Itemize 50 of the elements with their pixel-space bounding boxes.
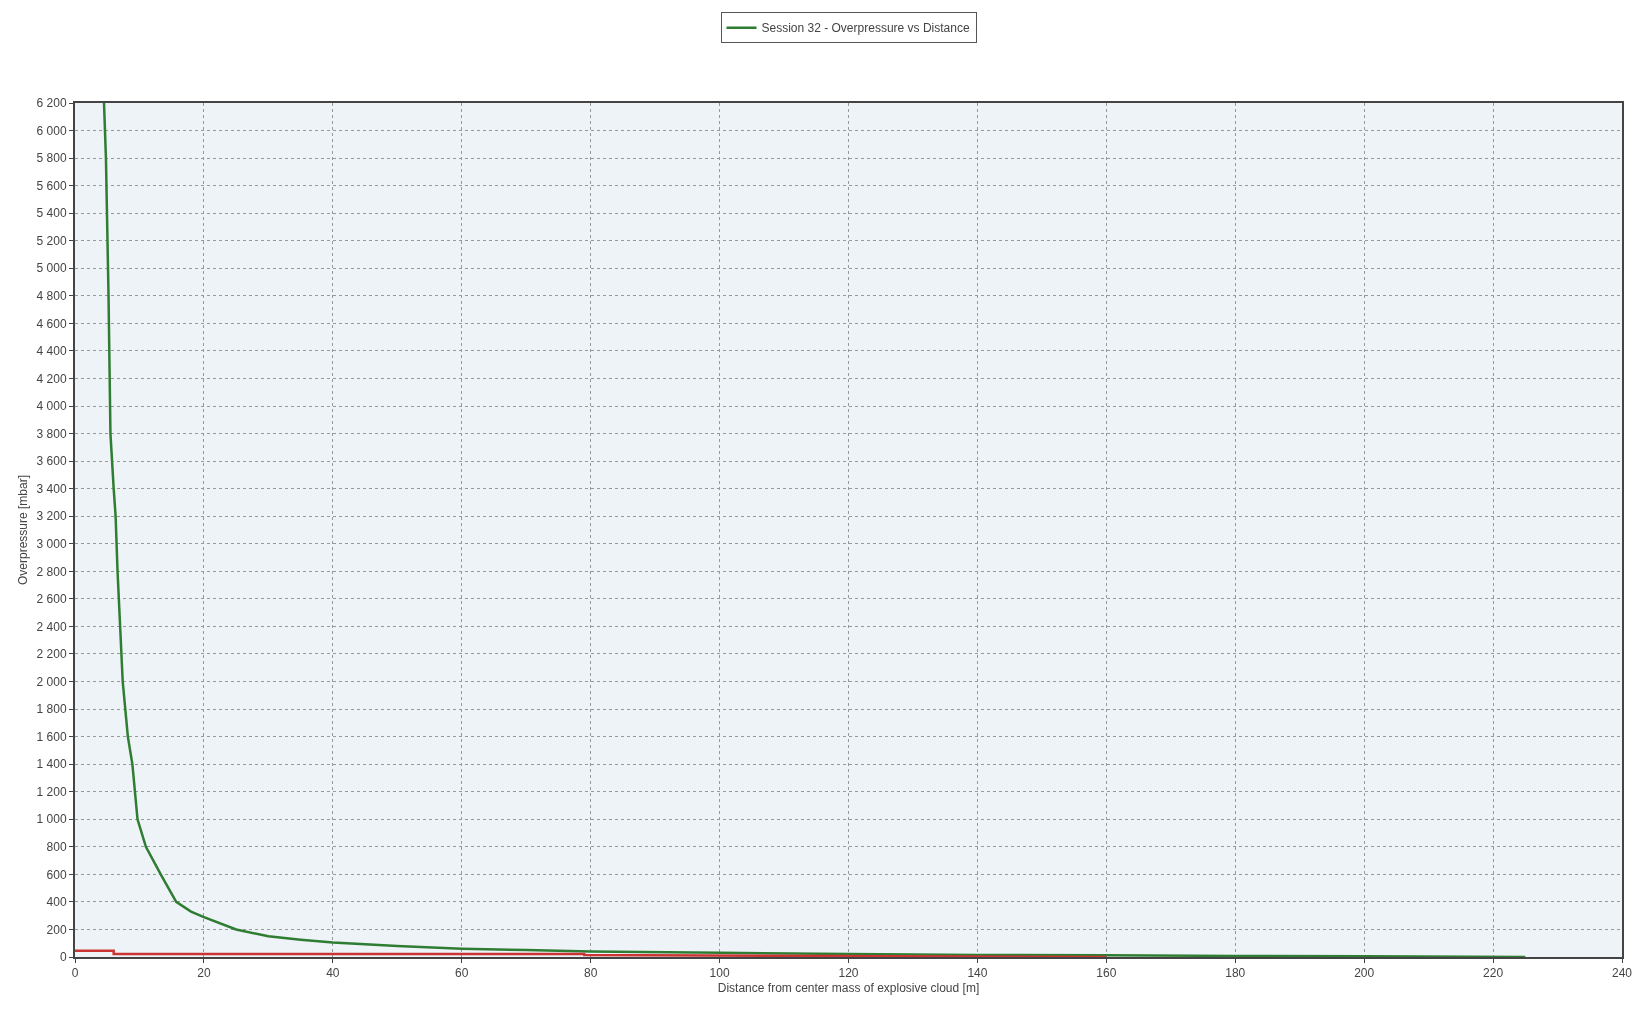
- y-tick-label: 4 000: [36, 399, 67, 414]
- y-tick-label: 4 400: [36, 344, 67, 359]
- x-tick-label: 120: [838, 966, 859, 981]
- y-tick-label: 6 000: [36, 123, 67, 138]
- y-tick-label: 1 200: [36, 784, 67, 799]
- x-tick-label: 100: [709, 966, 730, 981]
- x-tick-label: 220: [1483, 966, 1504, 981]
- y-tick-label: 400: [46, 895, 67, 910]
- legend-label: Session 32 - Overpressure vs Distance: [761, 21, 970, 36]
- line-series: [102, 103, 1527, 957]
- x-tick-label: 0: [71, 966, 79, 981]
- y-tick-label: 800: [46, 840, 67, 855]
- y-tick-label: 2 200: [36, 647, 67, 662]
- x-tick-label: 140: [967, 966, 988, 981]
- y-tick-label: 1 000: [36, 812, 67, 827]
- y-tick-label: 6 200: [36, 96, 67, 111]
- y-tick-label: 3 600: [36, 454, 67, 469]
- y-tick-label: 5 200: [36, 233, 67, 248]
- y-tick-label: 0: [59, 950, 67, 965]
- y-tick-label: 3 400: [36, 481, 67, 496]
- y-tick-label: 1 400: [36, 757, 67, 772]
- x-tick-label: 160: [1096, 966, 1117, 981]
- y-tick-label: 2 800: [36, 564, 67, 579]
- x-tick-label: 20: [197, 966, 211, 981]
- y-tick-label: 2 400: [36, 619, 67, 634]
- y-tick-label: 600: [46, 867, 67, 882]
- x-tick-label: 60: [455, 966, 469, 981]
- y-tick-label: 5 600: [36, 178, 67, 193]
- x-tick-label: 40: [326, 966, 340, 981]
- y-tick-label: 1 600: [36, 729, 67, 744]
- y-tick-label: 4 200: [36, 371, 67, 386]
- x-tick-label: 240: [1611, 966, 1633, 981]
- x-tick-label: 180: [1225, 966, 1246, 981]
- y-tick-label: 200: [46, 922, 67, 937]
- y-tick-label: 4 800: [36, 289, 67, 304]
- y-tick-label: 5 400: [36, 206, 67, 221]
- x-tick-label: 200: [1354, 966, 1375, 981]
- y-axis-title: Overpressure [mbar]: [16, 474, 31, 586]
- y-tick-label: 3 200: [36, 509, 67, 524]
- y-tick-label: 1 800: [36, 702, 67, 717]
- y-tick-label: 5 800: [36, 151, 67, 166]
- x-tick-label: 80: [583, 966, 598, 981]
- y-tick-label: 5 000: [36, 261, 67, 276]
- y-tick-label: 3 000: [36, 536, 67, 551]
- line-series: [75, 949, 1108, 957]
- y-tick-label: 2 600: [36, 592, 67, 607]
- y-tick-label: 2 000: [36, 674, 67, 689]
- y-tick-label: 4 600: [36, 316, 67, 331]
- y-tick-label: 3 800: [36, 426, 67, 441]
- x-axis-title: Distance from center mass of explosive cloud [m]: [717, 980, 980, 995]
